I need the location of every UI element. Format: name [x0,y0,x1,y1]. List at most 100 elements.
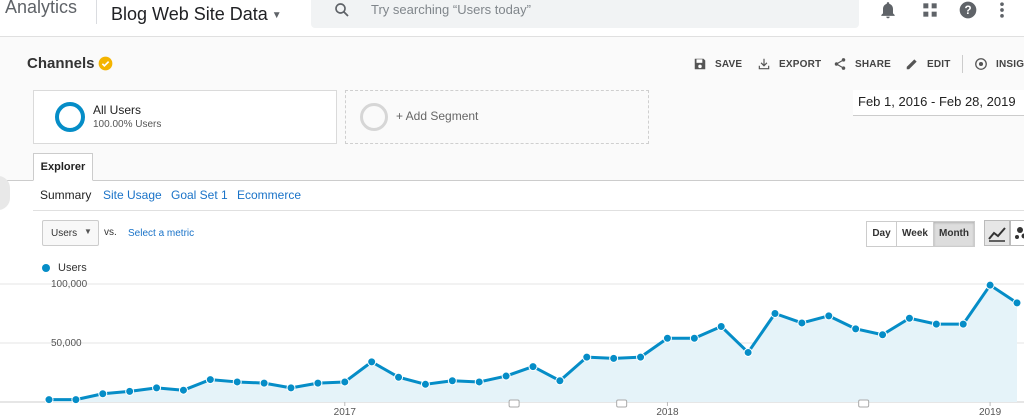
granularity-month-button[interactable]: Month [933,221,975,247]
data-point [447,376,457,386]
tab-baseline [0,180,1024,181]
verified-badge-icon [98,56,113,71]
search-placeholder: Try searching “Users today” [371,2,531,17]
share-label: SHARE [855,59,892,70]
metric-dropdown-value: Users [51,228,78,239]
annotation-marker-icon [858,399,870,408]
svg-text:?: ? [964,4,971,17]
subtab-goal-set-1[interactable]: Goal Set 1 [171,188,228,202]
data-point [286,383,296,393]
data-point [958,319,968,329]
line-chart-toggle[interactable] [984,220,1010,246]
annotation-marker-icon [616,399,628,408]
edit-icon [906,59,917,70]
data-point [904,313,914,323]
segment-name: All Users [93,103,142,117]
data-point [313,378,323,388]
segment-color-ring-icon [55,102,85,132]
line-chart-icon [988,227,1006,242]
search-bar[interactable]: Try searching “Users today” [311,0,859,28]
subtab-summary[interactable]: Summary [40,188,92,202]
data-point [1012,298,1022,308]
data-point [501,371,511,381]
actions-divider [962,55,963,73]
data-point [420,379,430,389]
save-icon [694,58,706,70]
users-line-chart: 100,000 50,000 2017 2018 2019 [0,279,1024,417]
legend-users-label: Users [58,262,87,274]
insights-icon [975,58,987,70]
data-point [689,333,699,343]
data-point [985,280,995,290]
data-point [824,311,834,321]
annotation-marker-icon [508,399,520,408]
vs-label: vs. [104,227,117,238]
data-point [582,352,592,362]
data-point [931,319,941,329]
x-tick-label: 2018 [656,407,679,417]
empty-segment-ring-icon [360,103,388,131]
property-selector[interactable]: Blog Web Site Data ▼ [111,4,282,25]
data-point [152,383,162,393]
data-point [555,376,565,386]
insights-label: INSIGH [996,59,1024,70]
more-vert-icon[interactable] [992,0,1012,20]
date-range-picker[interactable]: Feb 1, 2016 - Feb 28, 2019 [853,90,1024,116]
select-metric-link[interactable]: Select a metric [128,228,195,239]
data-point [98,389,108,399]
metric-dropdown[interactable]: Users ▼ [42,220,99,246]
help-icon[interactable]: ? [958,0,978,20]
caret-down-icon: ▼ [271,9,282,21]
x-tick-label: 2019 [979,407,1002,417]
data-point [636,352,646,362]
subtab-site-usage[interactable]: Site Usage [103,188,162,202]
side-panel-toggle[interactable] [0,176,10,210]
segment-all-users[interactable]: All Users 100.00% Users [33,90,337,144]
granularity-day-button[interactable]: Day [866,221,897,247]
data-point [259,378,269,388]
apps-grid-icon[interactable] [920,0,940,20]
data-point [125,386,135,396]
data-point [609,353,619,363]
add-segment-label: + Add Segment [396,109,479,123]
topbar-divider-line [0,36,1024,37]
data-point [394,372,404,382]
add-segment-button[interactable]: + Add Segment [345,90,649,144]
data-point [71,395,81,405]
bell-icon[interactable] [878,0,898,20]
motion-chart-icon [1015,227,1024,239]
data-point [205,375,215,385]
data-point [178,385,188,395]
granularity-week-button[interactable]: Week [896,221,934,247]
data-point [797,318,807,328]
data-point [528,362,538,372]
share-icon [834,58,846,70]
y-tick-label: 100,000 [51,279,88,290]
edit-label: EDIT [927,59,951,70]
x-tick-label: 2017 [334,407,357,417]
topbar-divider [96,0,97,24]
tab-explorer[interactable]: Explorer [33,153,93,181]
y-tick-label: 50,000 [51,338,82,349]
motion-chart-toggle[interactable] [1010,220,1024,246]
subtab-ecommerce[interactable]: Ecommerce [237,188,302,202]
subtab-divider [33,210,1024,211]
legend-users-dot [42,264,50,272]
date-range-text: Feb 1, 2016 - Feb 28, 2019 [858,94,1016,109]
data-point [743,347,753,357]
save-label: SAVE [715,59,743,70]
chevron-down-icon: ▼ [84,227,92,236]
segment-percent: 100.00% Users [93,119,162,130]
app-title: Analytics [5,0,78,17]
data-point [340,377,350,387]
data-point [232,377,242,387]
data-point [878,330,888,340]
data-point [716,321,726,331]
page-title: Channels [27,55,95,72]
data-point [367,357,377,367]
top-bar: Analytics Blog Web Site Data ▼ Try search… [0,0,1024,36]
export-icon [758,58,770,70]
data-point [474,377,484,387]
property-name: Blog Web Site Data [111,4,268,24]
data-point [770,309,780,318]
